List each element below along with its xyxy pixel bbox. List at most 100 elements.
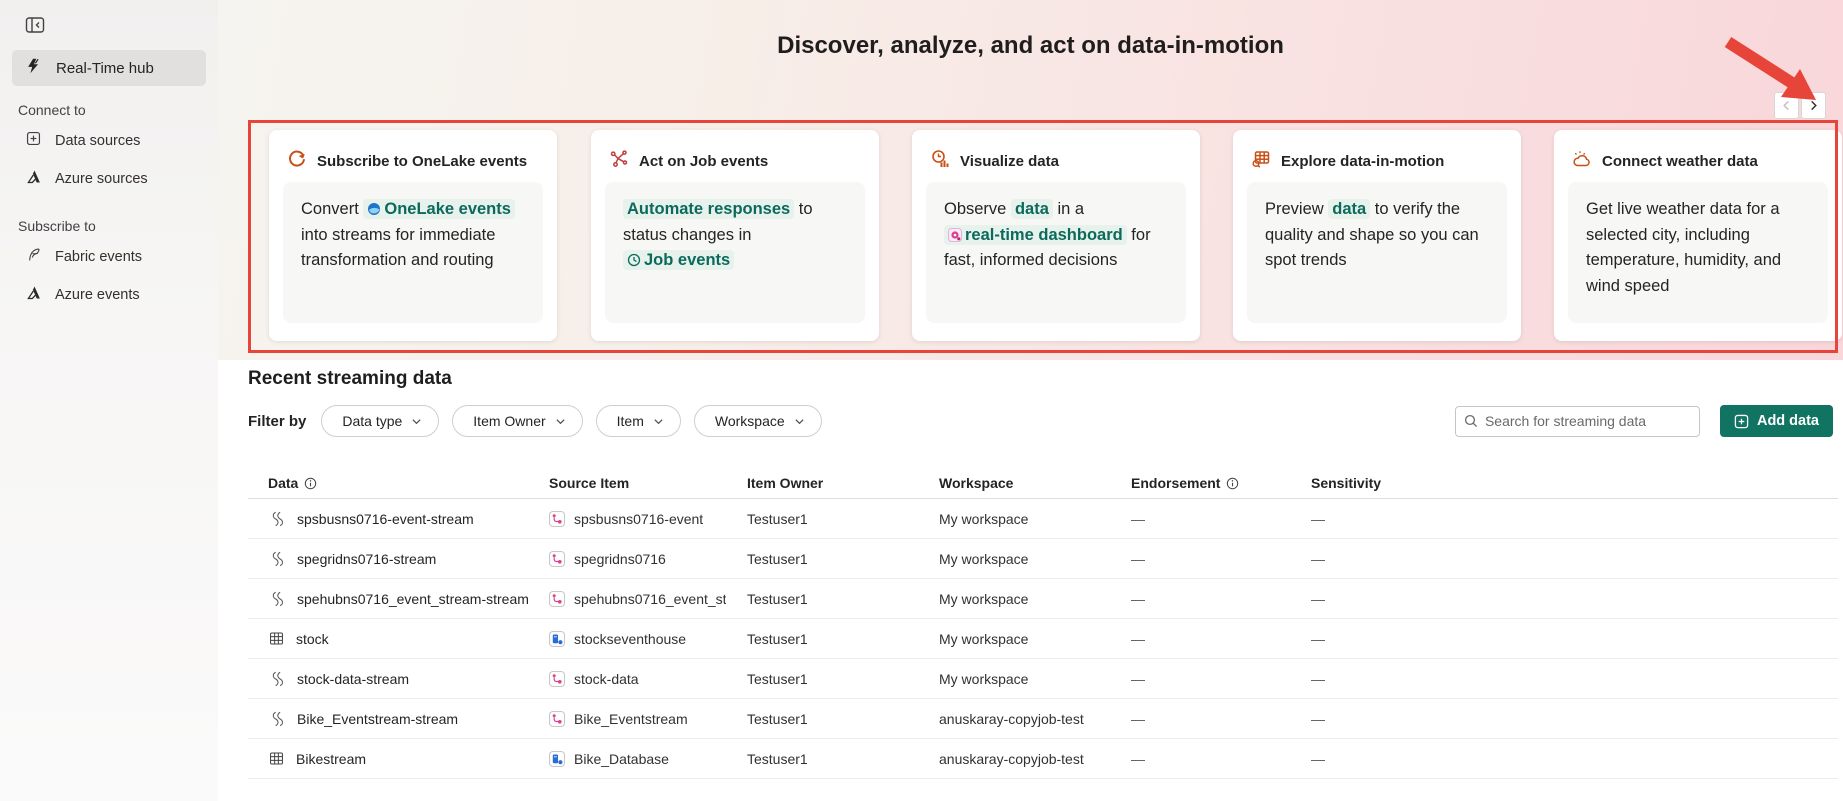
table-row[interactable]: stock stockseventhouse Testuser1 My work… [248, 619, 1838, 659]
onelake-events-icon [287, 149, 307, 174]
carousel-next-button[interactable] [1801, 92, 1826, 119]
card-explore-data-in-motion[interactable]: Explore data-in-motion Preview data to v… [1233, 130, 1521, 341]
sidebar-item-label: Real-Time hub [56, 59, 154, 77]
data-type-icon [268, 590, 286, 608]
table-row[interactable]: spegridns0716-stream spegridns0716 Testu… [248, 539, 1838, 579]
card-title: Connect weather data [1602, 152, 1758, 170]
streaming-data-table: Data Source Item Item Owner Workspace En… [248, 468, 1838, 779]
fabric-events-icon [25, 246, 42, 268]
item-owner: Testuser1 [747, 590, 808, 607]
card-visualize-data[interactable]: Visualize data Observe data in a real-ti… [912, 130, 1200, 341]
card-connect-weather-data[interactable]: Connect weather data Get live weather da… [1554, 130, 1842, 341]
workspace-name: anuskaray-copyjob-test [939, 710, 1084, 727]
filter-by-label: Filter by [248, 412, 307, 430]
carousel-prev-button[interactable] [1774, 92, 1799, 119]
sidebar-item-azure-sources[interactable]: Azure sources [12, 160, 206, 198]
eventstream-icon [549, 550, 565, 567]
column-header-data[interactable]: Data [268, 475, 549, 491]
column-header-item-owner[interactable]: Item Owner [747, 475, 824, 491]
sensitivity-value: — [1311, 750, 1325, 767]
table-row[interactable]: Bikestream Bike_Database Testuser1 anusk… [248, 739, 1838, 779]
source-item-name: Bike_Database [574, 750, 669, 767]
endorsement-value: — [1131, 630, 1145, 647]
data-name: spegridns0716-stream [297, 550, 437, 567]
data-type-icon [268, 550, 286, 568]
eventstream-icon [549, 670, 565, 687]
collapse-sidebar-icon[interactable] [24, 14, 46, 36]
info-icon [305, 477, 317, 489]
eventhouse-icon [549, 750, 565, 767]
stream-icon [272, 591, 284, 606]
column-header-endorsement[interactable]: Endorsement [1131, 475, 1311, 491]
sidebar-item-label: Azure events [55, 287, 140, 303]
filter-item[interactable]: Item [595, 405, 681, 437]
table-row[interactable]: Bike_Eventstream-stream Bike_Eventstream… [248, 699, 1838, 739]
source-item-name: spsbusns0716-event [574, 510, 704, 527]
workspace-name: My workspace [939, 590, 1029, 607]
plus-square-icon [1734, 414, 1749, 428]
card-text: in a [1052, 200, 1085, 218]
data-link[interactable]: data [1328, 199, 1371, 219]
sidebar-item-azure-events[interactable]: Azure events [12, 276, 206, 314]
source-item-name: stock-data [574, 670, 639, 687]
chevron-down-icon [556, 418, 565, 424]
card-text: Convert [301, 200, 364, 218]
card-body: Convert OneLake events into streams for … [283, 182, 543, 323]
card-title: Explore data-in-motion [1281, 152, 1445, 170]
automate-responses-link[interactable]: Automate responses [623, 199, 795, 219]
onelake-icon [368, 203, 381, 215]
column-header-workspace[interactable]: Workspace [939, 475, 1014, 491]
sidebar-section-subscribe-to: Subscribe to [18, 218, 96, 234]
info-icon [1227, 477, 1239, 489]
add-data-button[interactable]: Add data [1719, 405, 1833, 437]
card-text: Observe [944, 200, 1011, 218]
onelake-events-link[interactable]: OneLake events [363, 199, 515, 219]
endorsement-value: — [1131, 750, 1145, 767]
card-text: to status changes in [623, 200, 813, 244]
card-text: to verify the quality and shape so you c… [1265, 200, 1479, 270]
eventstream-icon [549, 510, 565, 527]
stream-icon [272, 511, 284, 526]
real-time-dashboard-link[interactable]: real-time dashboard [944, 224, 1127, 245]
card-subscribe-onelake-events[interactable]: Subscribe to OneLake events Convert OneL… [269, 130, 557, 341]
source-item-name: stockseventhouse [574, 630, 687, 647]
card-title: Act on Job events [639, 152, 769, 170]
azure-icon [25, 284, 42, 306]
workspace-name: My workspace [939, 630, 1029, 647]
search-input[interactable] [1484, 413, 1691, 429]
table-icon [270, 632, 283, 645]
sidebar-item-real-time-hub[interactable]: Real-Time hub [12, 50, 206, 86]
chevron-down-icon [654, 418, 663, 424]
source-item-icon [549, 590, 565, 607]
card-act-on-job-events[interactable]: Act on Job events Automate responses to … [591, 130, 879, 341]
visualize-data-icon [930, 149, 950, 174]
filter-data-type[interactable]: Data type [321, 405, 440, 437]
card-title: Subscribe to OneLake events [317, 152, 528, 170]
chevron-down-icon [412, 418, 421, 424]
clock-icon [627, 253, 641, 267]
filter-workspace[interactable]: Workspace [693, 405, 822, 437]
table-row[interactable]: spehubns0716_event_stream-stream spehubn… [248, 579, 1838, 619]
sidebar-item-fabric-events[interactable]: Fabric events [12, 238, 206, 276]
data-type-icon [268, 630, 285, 647]
data-type-icon [268, 710, 286, 728]
column-header-source-item[interactable]: Source Item [549, 475, 630, 491]
job-events-link[interactable]: Job events [623, 250, 735, 271]
table-header: Data Source Item Item Owner Workspace En… [248, 468, 1838, 499]
discover-banner: Discover, analyze, and act on data-in-mo… [218, 0, 1843, 360]
filter-bar: Filter by Data type Item Owner Item Work… [248, 404, 1833, 438]
weather-icon [1572, 149, 1592, 174]
table-row[interactable]: stock-data-stream stock-data Testuser1 M… [248, 659, 1838, 699]
stream-icon [272, 711, 284, 726]
data-type-icon [268, 670, 286, 688]
filter-item-owner[interactable]: Item Owner [452, 405, 583, 437]
sensitivity-value: — [1311, 670, 1325, 687]
source-item-icon [549, 670, 565, 687]
data-link[interactable]: data [1010, 199, 1053, 219]
data-name: Bikestream [296, 750, 367, 767]
column-header-sensitivity[interactable]: Sensitivity [1311, 475, 1382, 491]
sidebar-item-data-sources[interactable]: Data sources [12, 122, 206, 160]
item-owner: Testuser1 [747, 550, 808, 567]
table-row[interactable]: spsbusns0716-event-stream spsbusns0716-e… [248, 499, 1838, 539]
